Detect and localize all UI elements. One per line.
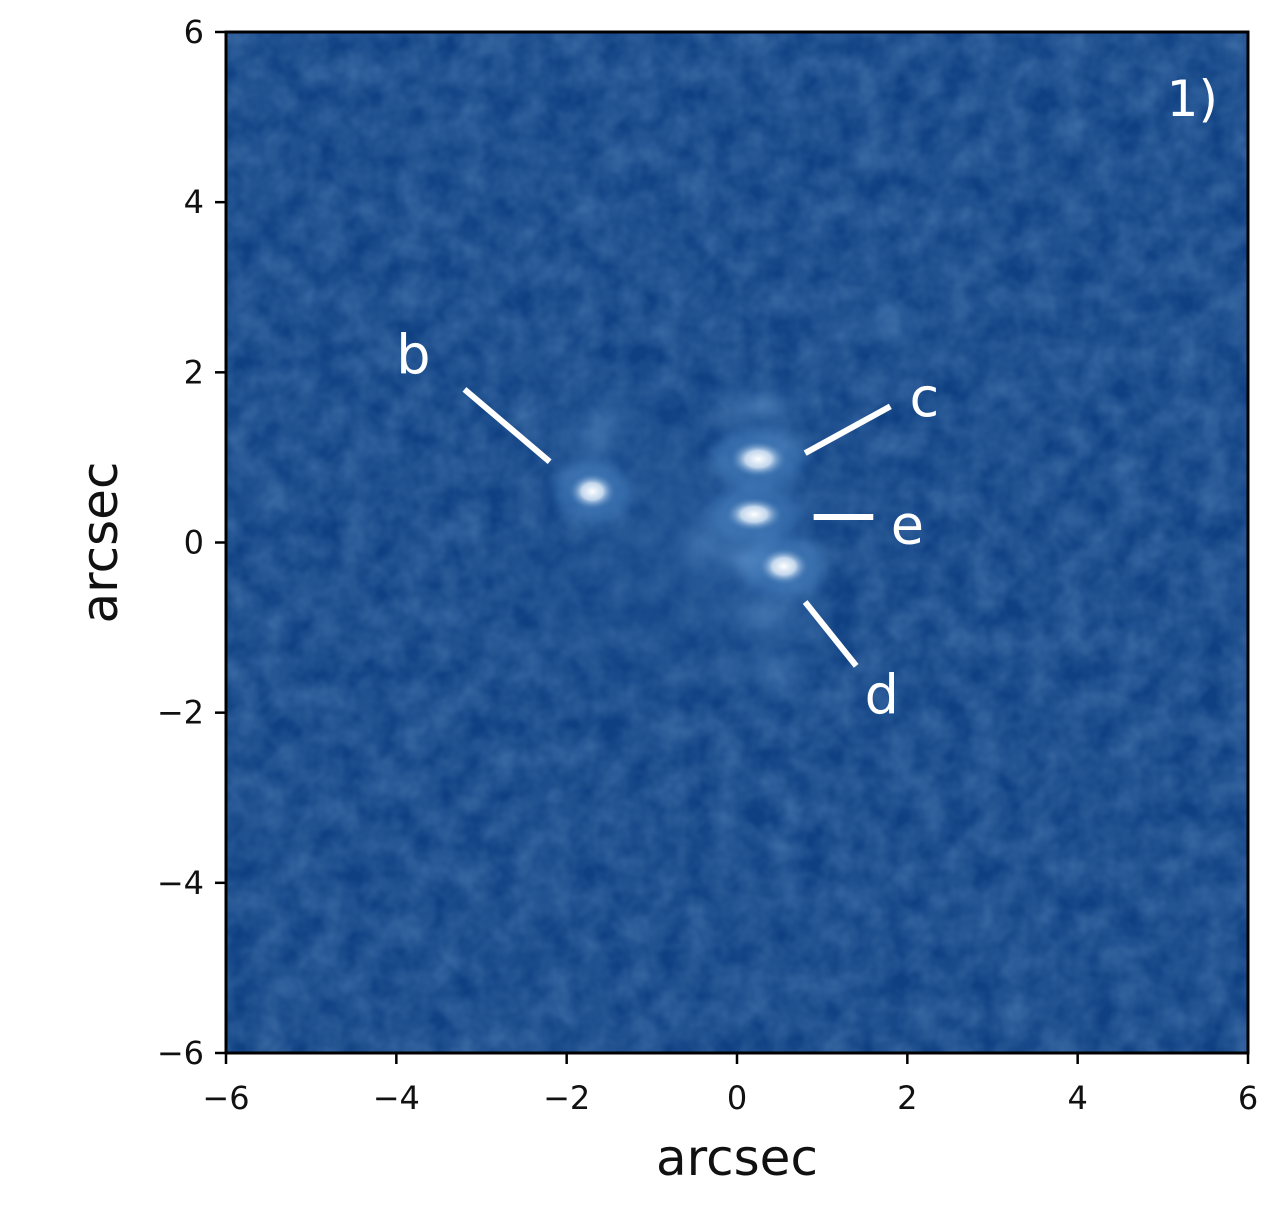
diffuse-feature-6 bbox=[847, 283, 925, 351]
y-tick-label: 2 bbox=[184, 353, 204, 391]
source-annotations: b c e d bbox=[396, 323, 939, 726]
source-e bbox=[707, 485, 801, 544]
x-tick-label: −4 bbox=[373, 1079, 420, 1117]
source-b bbox=[554, 459, 631, 524]
diffuse-feature-1 bbox=[701, 375, 824, 437]
annotation-d: d bbox=[802, 600, 899, 727]
diffuse-feature-0 bbox=[550, 385, 643, 478]
diffuse-feature-5 bbox=[725, 624, 818, 717]
x-tick-label: −6 bbox=[202, 1079, 249, 1117]
y-tick-label: 6 bbox=[184, 13, 204, 51]
x-tick-label: 6 bbox=[1238, 1079, 1258, 1117]
source-d bbox=[742, 534, 825, 599]
annotation-c: c bbox=[803, 366, 940, 456]
panel-label: 1) bbox=[1167, 70, 1218, 128]
annotation-e: e bbox=[813, 493, 924, 556]
annotation-label-c: c bbox=[910, 366, 940, 429]
x-axis-label: arcsec bbox=[656, 1129, 818, 1187]
x-tick-label: 2 bbox=[897, 1079, 917, 1117]
y-axis-label: arcsec bbox=[71, 462, 129, 624]
x-tick-label: −2 bbox=[543, 1079, 590, 1117]
diffuse-feature-4 bbox=[697, 584, 836, 646]
y-tick-label: −2 bbox=[157, 694, 204, 732]
annotation-label-b: b bbox=[396, 323, 430, 386]
annotation-b: b bbox=[396, 323, 552, 464]
point-sources bbox=[554, 427, 825, 599]
annotation-line-d bbox=[802, 600, 859, 668]
x-tick-label: 4 bbox=[1067, 1079, 1087, 1117]
y-tick-label: 4 bbox=[184, 183, 204, 221]
image-plot-area bbox=[226, 32, 1248, 1053]
annotation-label-e: e bbox=[891, 493, 924, 556]
annotation-label-d: d bbox=[865, 664, 899, 727]
axis-ticks: −6 −4 −2 0 2 4 6 −6 −4 −2 0 2 4 6 bbox=[157, 13, 1258, 1117]
y-tick-label: −4 bbox=[157, 864, 204, 902]
annotation-line-c bbox=[803, 403, 892, 456]
annotation-line-b bbox=[462, 387, 552, 464]
x-tick-label: 0 bbox=[727, 1079, 747, 1117]
source-c bbox=[711, 427, 805, 491]
y-tick-label: −6 bbox=[157, 1034, 204, 1072]
y-tick-label: 0 bbox=[184, 524, 204, 562]
